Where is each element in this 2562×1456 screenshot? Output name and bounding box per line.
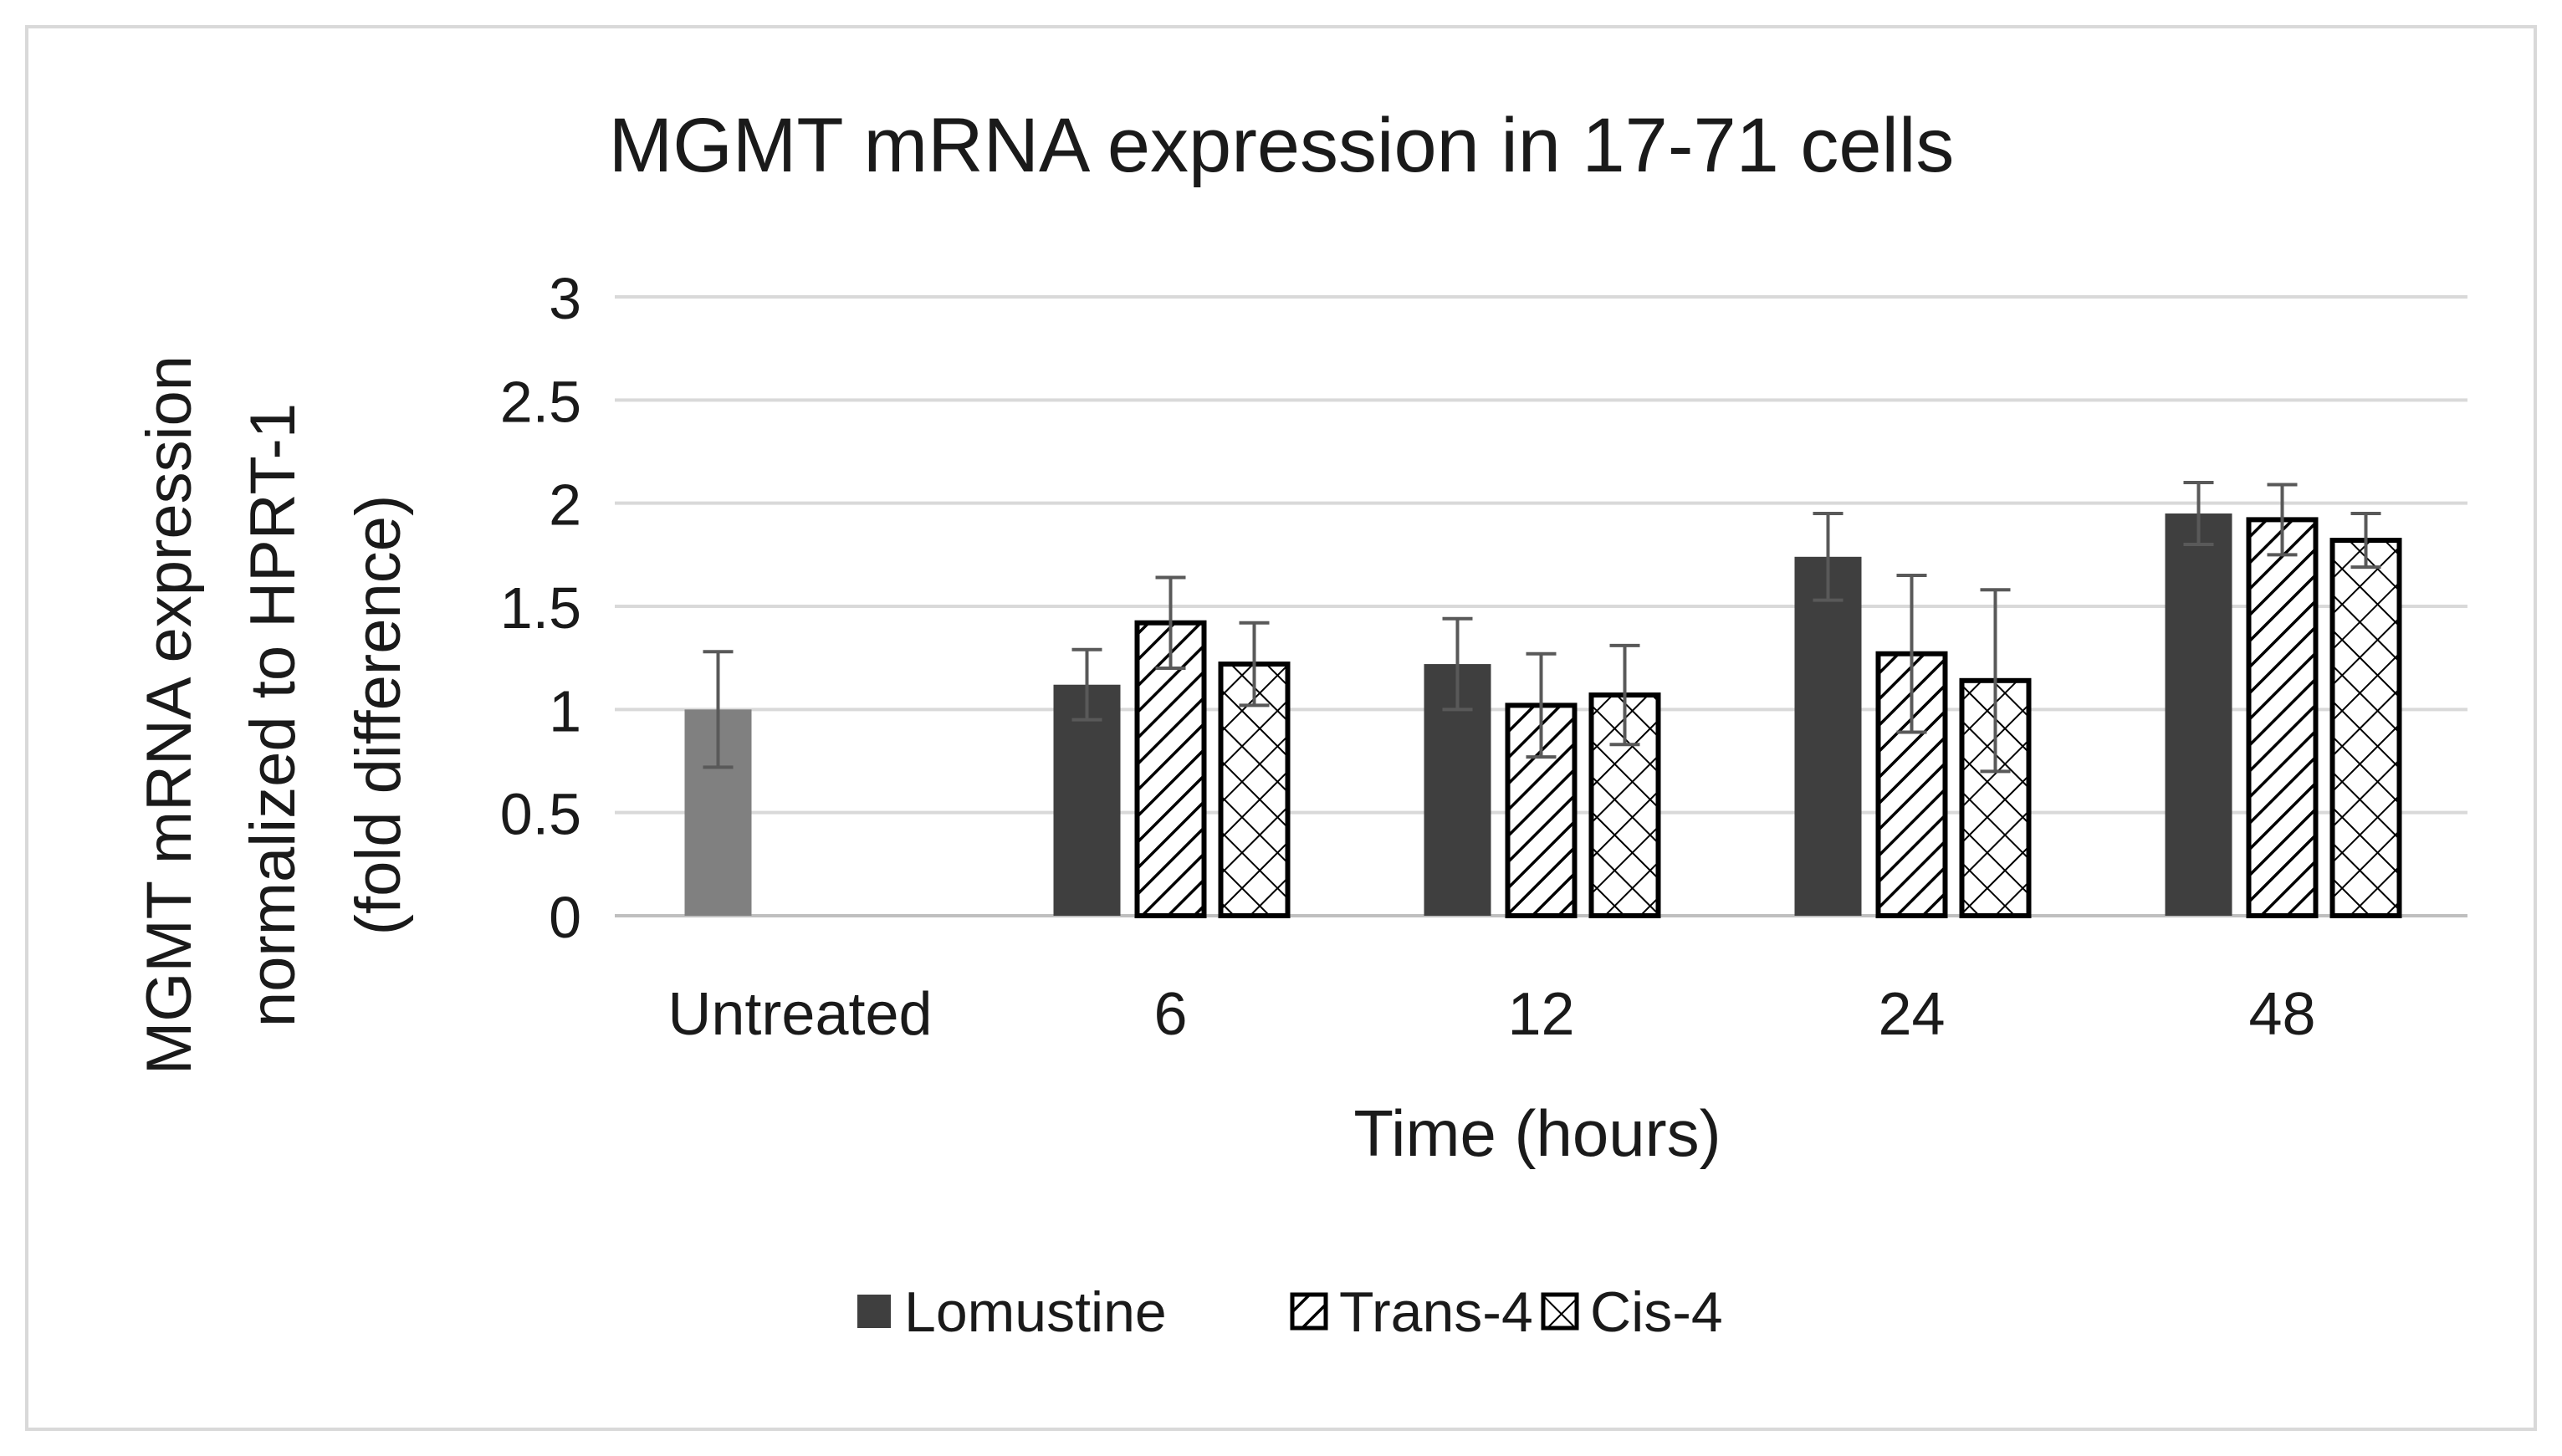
error-bar-trans-4-48 [2267, 483, 2298, 557]
error-bar-cis-4-48 [2350, 512, 2381, 570]
y-axis-label-line-1: MGMT mRNA expression [134, 355, 205, 1075]
y-tick-label: 2 [549, 473, 581, 538]
y-tick-label: 0.5 [500, 782, 581, 847]
bar-cis-4-48 [2329, 538, 2402, 918]
legend-item-lomustine: Lomustine [857, 1280, 1167, 1344]
error-bar-trans-4-12 [1526, 651, 1557, 759]
bar-trans-4-48 [2246, 517, 2319, 919]
bar-lomustine-24 [1794, 556, 1862, 916]
y-tick-label: 1.5 [500, 575, 581, 641]
bar-lomustine-48 [2165, 513, 2232, 916]
x-axis-ticks: Untreated 6 12 24 48 [667, 981, 2315, 1048]
x-tick-label: 48 [2248, 981, 2315, 1048]
legend-swatch [1541, 1292, 1579, 1331]
legend: Lomustine Trans-4 Cis-4 [857, 1280, 1723, 1344]
y-tick-label: 3 [549, 266, 581, 331]
y-tick-label: 0 [549, 885, 581, 950]
x-tick-label: 12 [1507, 981, 1574, 1048]
y-tick-label: 2.5 [500, 369, 581, 434]
bar-trans-4-12 [1505, 702, 1578, 919]
legend-swatch [1290, 1292, 1328, 1331]
bar-lomustine-6 [1053, 684, 1121, 916]
legend-label: Cis-4 [1590, 1280, 1723, 1344]
error-bar-trans-4-6 [1155, 575, 1186, 670]
legend-label: Trans-4 [1339, 1280, 1533, 1344]
x-tick-label: 24 [1878, 981, 1945, 1048]
x-tick-label: Untreated [667, 981, 932, 1048]
legend-item-trans-4: Trans-4 [1290, 1280, 1533, 1344]
error-bars [703, 481, 2381, 774]
error-bar-lomustine-24 [1813, 512, 1844, 602]
error-bar-untreated [703, 650, 734, 769]
x-axis-label: Time (hours) [1353, 1096, 1721, 1170]
legend-label: Lomustine [904, 1280, 1167, 1344]
y-axis-ticks: 0 0.5 1 1.5 2 2.5 3 [500, 266, 581, 950]
y-axis-label-line-2: normalized to HPRT-1 [238, 403, 309, 1027]
error-bar-lomustine-6 [1071, 647, 1102, 722]
error-bar-lomustine-12 [1442, 616, 1473, 712]
chart-title: MGMT mRNA expression in 17-71 cells [609, 103, 1955, 188]
error-bar-cis-4-24 [1980, 588, 2011, 774]
legend-swatch [857, 1295, 891, 1328]
gridlines [615, 295, 2467, 917]
legend-item-cis-4: Cis-4 [1541, 1280, 1723, 1344]
x-tick-label: 6 [1153, 981, 1187, 1048]
error-bar-lomustine-48 [2183, 481, 2214, 546]
error-bar-trans-4-24 [1896, 574, 1927, 734]
error-bar-cis-4-6 [1239, 621, 1270, 708]
y-axis-label-line-3: (fold difference) [343, 495, 414, 936]
y-tick-label: 1 [549, 678, 581, 743]
error-bar-cis-4-12 [1609, 643, 1640, 747]
